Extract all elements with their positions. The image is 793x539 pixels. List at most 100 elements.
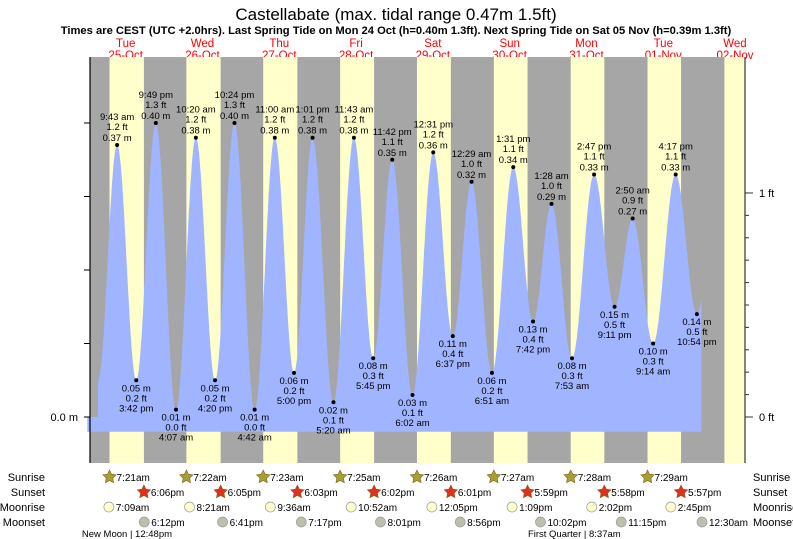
sunrise-icon (332, 469, 348, 484)
moonrise-icon (586, 501, 598, 513)
tide-height-ft: 0.2 ft (481, 386, 502, 397)
moonrise-icon (506, 501, 518, 513)
sunset-icon (596, 484, 612, 499)
moonrise-icon (264, 501, 276, 513)
tide-height-m: 0.13 m (519, 324, 548, 335)
moonrise-icon (426, 501, 438, 513)
moonset-icon (615, 516, 627, 528)
sunrise-time: 7:27am (501, 473, 534, 484)
tide-height-m: 0.10 m (639, 347, 668, 358)
tide-labels: 9:43 am1.2 ft0.37 m0.05 m0.2 ft3:42 pm9:… (100, 90, 717, 444)
tide-point (612, 304, 617, 309)
tide-height-ft: 0.3 ft (363, 371, 384, 382)
sunrise-time: 7:26am (424, 473, 457, 484)
sunrise-time: 7:28am (578, 473, 611, 484)
sunset-icon (673, 484, 689, 499)
tide-height-ft: 0.3 ft (561, 371, 582, 382)
tide-point (173, 407, 178, 412)
sunrise-time: 7:22am (193, 473, 226, 484)
sunset-icon (136, 484, 152, 499)
tide-point (489, 370, 494, 375)
tide-height-m: 0.05 m (122, 383, 151, 394)
tide-height-ft: 1.0 ft (541, 181, 562, 192)
tide-height-ft: 0.3 ft (643, 357, 664, 368)
sunset-time: 5:58pm (611, 488, 644, 499)
tide-height-m: 0.03 m (398, 398, 427, 409)
moonrise-row-label: Moonrise (753, 502, 793, 514)
tide-point (673, 172, 678, 177)
moonset-icon (375, 516, 386, 528)
tide-point (272, 135, 277, 140)
sunrise-icon (102, 469, 117, 484)
tide-height-m: 0.08 m (557, 361, 586, 372)
moonset-icon (138, 516, 150, 528)
tide-point (570, 356, 575, 361)
sunrise-time: 7:21am (117, 473, 150, 484)
tide-time: 11:42 pm (373, 127, 412, 138)
tide-height-m: 0.15 m (600, 310, 629, 321)
tide-point (213, 378, 218, 383)
tide-height-ft: 0.4 ft (442, 349, 463, 360)
tide-time: 1:01 pm (295, 105, 329, 116)
tide-point (651, 341, 656, 346)
sunrise-row-label: Sunrise (753, 472, 790, 484)
day-label-dow: Mon (575, 38, 597, 50)
tide-height-m: 0.40 m (220, 111, 249, 122)
moonrise-time: 9:36am (277, 503, 310, 514)
tide-time: 12:29 am (452, 149, 492, 160)
tide-height-m: 0.02 m (319, 405, 348, 416)
moonrise-time: 12:05pm (439, 503, 478, 514)
moonset-icon (454, 516, 466, 528)
moon-phase-label: First Quarter | 8:37am (528, 529, 621, 539)
axes: 0.0 m 1 ft 0 ft (50, 57, 774, 463)
tide-height-m: 0.38 m (181, 126, 210, 137)
moonset-time: 10:02pm (547, 518, 586, 529)
tide-height-ft: 1.1 ft (382, 137, 403, 148)
tide-height-m: 0.38 m (298, 126, 327, 137)
moonrise-time: 2:45pm (678, 503, 711, 514)
tide-point (592, 172, 597, 177)
chart-subtitle: Times are CEST (UTC +2.0hrs). Last Sprin… (61, 25, 732, 37)
sunrise-time: 7:29am (655, 473, 688, 484)
tide-height-ft: 1.3 ft (224, 100, 245, 111)
moonset-time: 8:01pm (387, 518, 420, 529)
tide-area (87, 123, 702, 432)
tide-height-ft: 1.1 ft (584, 151, 605, 162)
sunset-time: 6:03pm (304, 488, 337, 499)
tide-height-ft: 0.1 ft (402, 408, 423, 419)
tide-time: 2:50 am (615, 186, 649, 197)
tide-time: 6:51 am (475, 396, 509, 407)
moonrise-icon (184, 501, 195, 513)
moonrise-row-label: Moonrise (0, 502, 45, 514)
tide-time: 3:42 pm (119, 403, 153, 414)
tide-height-ft: 1.2 ft (343, 115, 364, 126)
day-label-dow: Fri (349, 38, 362, 50)
sunset-icon (520, 484, 535, 499)
sun-moon-rows: Sunrise Sunrise Sunset Sunset Moonrise Moonri… (0, 469, 793, 539)
sunset-row-label: Sunset (753, 487, 787, 499)
sunset-icon (213, 484, 228, 499)
tide-time: 11:00 am (255, 105, 294, 116)
tide-point (134, 378, 139, 383)
sunrise-icon (563, 469, 579, 484)
sunrise-icon (255, 469, 271, 484)
sunrise-icon (486, 469, 502, 484)
tide-time: 4:07 am (159, 433, 193, 444)
moon-phase-label: New Moon | 12:48pm (82, 529, 172, 539)
moonset-row-label: Moonset (753, 517, 793, 529)
tide-height-ft: 0.5 ft (604, 320, 625, 331)
tide-height-m: 0.11 m (439, 339, 467, 350)
right-axis-label: 0 ft (759, 412, 774, 424)
tide-height-m: 0.37 m (103, 133, 132, 144)
tide-height-m: 0.32 m (457, 170, 486, 181)
moonset-time: 6:41pm (230, 518, 263, 529)
tide-time: 2:47 pm (577, 141, 611, 152)
tide-height-ft: 0.9 ft (622, 196, 643, 207)
day-label-dow: Sun (499, 38, 519, 50)
tide-point (252, 407, 257, 412)
tide-time: 9:43 am (100, 112, 134, 123)
sunset-time: 6:05pm (228, 488, 261, 499)
moonset-icon (696, 516, 708, 528)
tide-point (351, 135, 356, 140)
tide-time: 10:54 pm (677, 337, 717, 348)
